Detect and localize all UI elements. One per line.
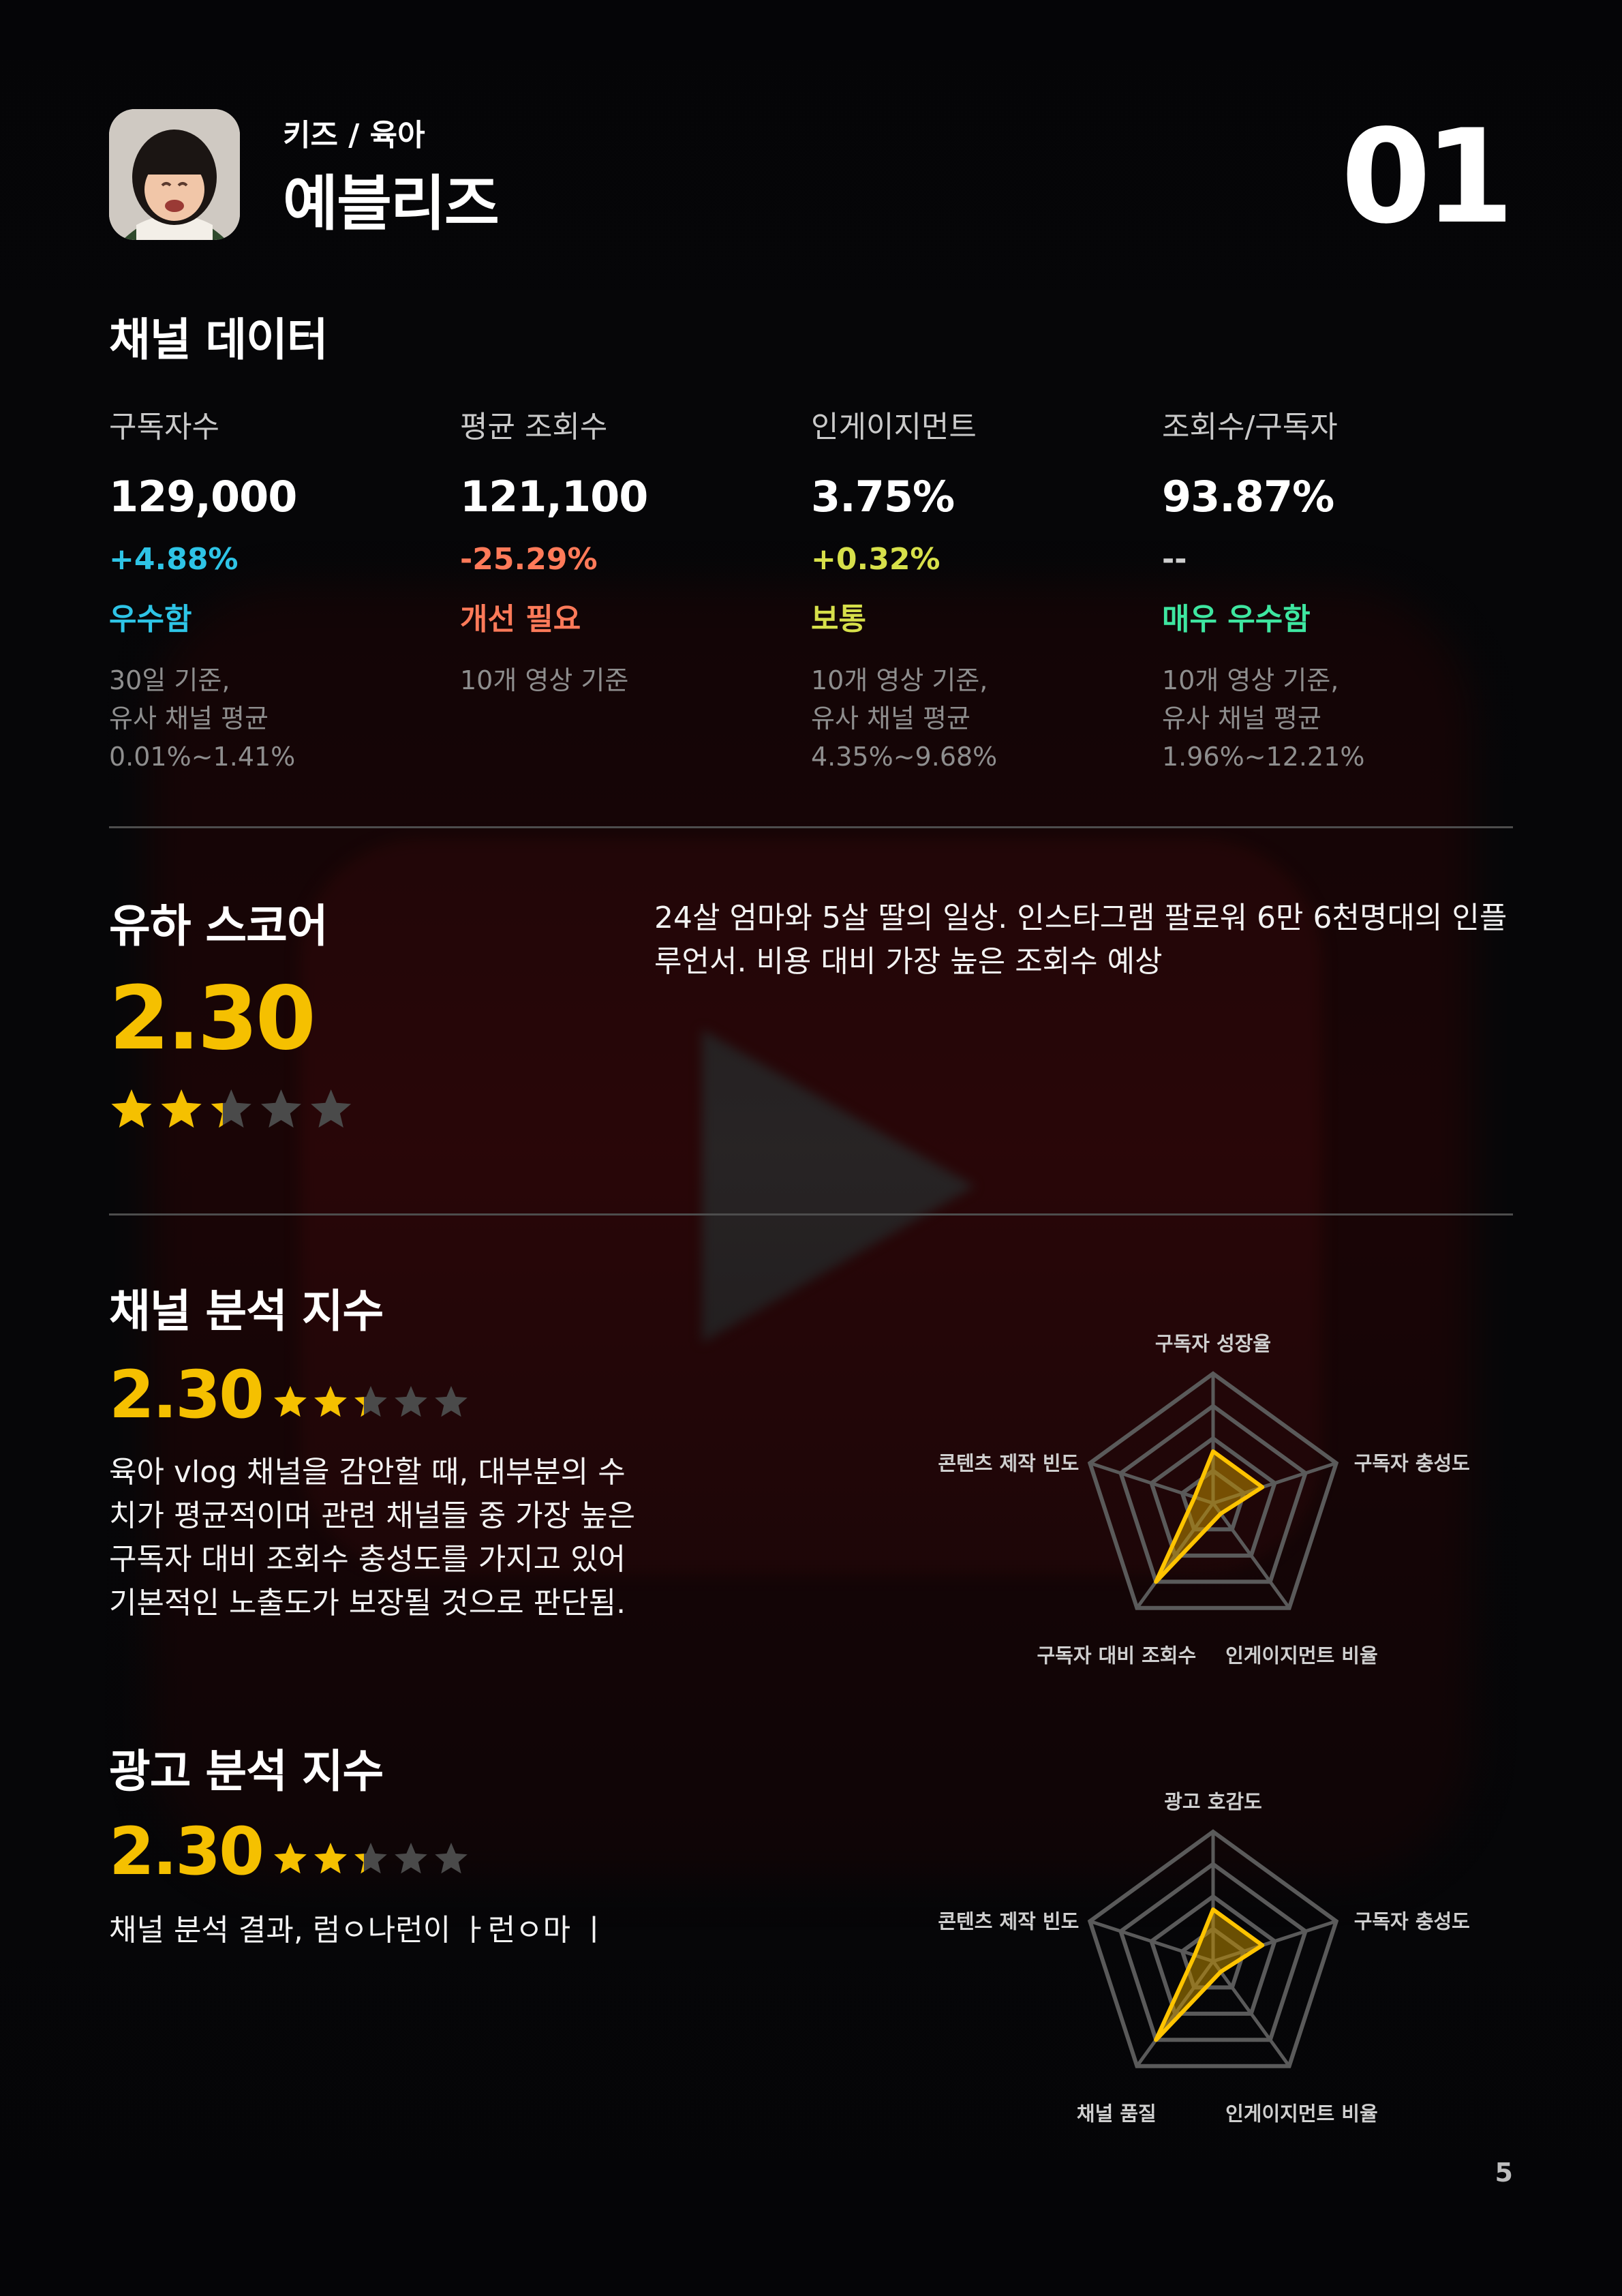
stat-rating: 보통 [811,602,866,637]
stat-note: 10개 영상 기준, 유사 채널 평균 4.35%~9.68% [811,665,998,772]
radar-axis-label: 구독자 대비 조회수 [1037,1644,1197,1667]
star-empty-icon [395,1843,427,1874]
channel-analysis-description: 육아 vlog 채널을 감안할 때, 대부분의 수치가 평균적이며 관련 채널들… [109,1455,636,1620]
channel-avatar [109,109,240,240]
radar-grid-ring [1149,1436,1277,1558]
stat-value: 3.75% [811,472,955,522]
stat-change: -25.29% [460,542,598,577]
radar-grid-ring [1118,1861,1309,2042]
stat-note: 10개 영상 기준, 유사 채널 평균 1.96%~12.21% [1162,665,1365,772]
channel-category: 키즈 / 육아 [283,118,425,153]
radar-axis-line [1089,1919,1214,1963]
rank-number: 01 [1341,102,1514,252]
stat-value: 121,100 [460,472,648,522]
star-empty-icon [395,1386,427,1417]
stat-value: 93.87% [1162,472,1334,522]
stat-subscribers: 구독자수 129,000 +4.88% 우수함 30일 기준, 유사 채널 평균… [109,402,450,776]
star-rating-icon [111,1089,352,1128]
yuha-description: 24살 엄마와 5살 딸의 일상. 인스타그램 팔로워 6만 6천명대의 인플루… [654,901,1508,979]
radar-axis-label: 콘텐츠 제작 빈도 [938,1909,1079,1933]
radar-grid-ring [1087,1371,1339,1610]
star-filled-icon [274,1386,307,1417]
star-rating-icon [274,1386,468,1417]
stat-change: -- [1162,542,1187,577]
ad-analysis-title: 광고 분석 지수 [109,1745,384,1798]
stat-views-per-subscriber: 조회수/구독자 93.87% -- 매우 우수함 10개 영상 기준, 유사 채… [1162,402,1503,776]
divider [109,826,1513,828]
radar-axis-label: 구독자 충성도 [1354,1909,1470,1933]
star-filled-icon [354,1854,364,1874]
stat-change: +0.32% [811,542,940,577]
channel-analysis-title: 채널 분석 지수 [109,1285,384,1338]
channel-data-title: 채널 데이터 [109,314,328,366]
radar-axis-label: 콘텐츠 제작 빈도 [938,1451,1079,1475]
stat-rating: 우수함 [109,602,192,637]
radar-axis-line [1211,1502,1291,1610]
radar-grid-ring [1118,1403,1309,1584]
star-filled-icon [354,1397,364,1417]
divider [109,1213,1513,1215]
stat-engagement: 인게이지먼트 3.75% +0.32% 보통 10개 영상 기준, 유사 채널 … [811,402,1152,776]
page-number: 5 [1495,2158,1513,2188]
radar-grid-ring [1149,1894,1277,2016]
radar-axis-label: 인게이지먼트 비율 [1225,1644,1378,1667]
star-empty-icon [261,1089,301,1128]
channel-analysis-score: 2.30 [109,1357,264,1433]
radar-axis-line [1211,1960,1291,2068]
stat-rating: 매우 우수함 [1162,602,1311,637]
yuha-score-value: 2.30 [109,968,316,1070]
radar-grid-ring [1087,1829,1339,2068]
radar-axis-label: 구독자 충성도 [1354,1451,1470,1475]
stat-change: +4.88% [109,542,239,577]
star-filled-icon [314,1843,347,1874]
star-filled-icon [161,1089,202,1128]
star-rating-icon [274,1843,468,1874]
stat-avg-views: 평균 조회수 121,100 -25.29% 개선 필요 10개 영상 기준 [460,402,801,699]
stat-label: 조회수/구독자 [1162,410,1338,444]
radar-axis-label: 광고 호감도 [1164,1790,1262,1813]
radar-axis-label: 구독자 성장율 [1155,1332,1271,1355]
channel-name: 예블리즈 [283,168,500,239]
stat-note: 30일 기준, 유사 채널 평균 0.01%~1.41% [109,665,296,772]
radar-axis-line [1089,1461,1214,1505]
yuha-score-title: 유하 스코어 [109,900,328,952]
star-empty-icon [435,1386,468,1417]
stat-label: 평균 조회수 [460,410,608,444]
radar-axis-label: 인게이지먼트 비율 [1225,2102,1378,2126]
ad-analysis-description: 채널 분석 결과, 럼ㅇ나런이 ㅏ런ㅇ마 ㅣ [109,1913,608,1948]
star-empty-icon [435,1843,468,1874]
avatar-image [109,109,240,240]
stat-note: 10개 영상 기준 [460,665,629,695]
stat-rating: 개선 필요 [460,602,581,637]
radar-value-area [1154,1907,1265,2042]
star-filled-icon [111,1089,152,1128]
ad-analysis-score: 2.30 [109,1813,264,1890]
stat-label: 인게이지먼트 [811,410,977,444]
yuha-star-rating [109,1087,368,1138]
channel-analysis-score-row: 2.30 [109,1357,470,1433]
stat-value: 129,000 [109,472,297,522]
star-filled-icon [211,1103,223,1128]
star-empty-icon [311,1089,352,1128]
radar-value-area [1154,1449,1265,1584]
star-filled-icon [274,1843,307,1874]
radar-axis-label: 채널 품질 [1077,2102,1157,2126]
stat-label: 구독자수 [109,410,219,444]
ad-analysis-score-row: 2.30 [109,1813,470,1890]
star-filled-icon [314,1386,347,1417]
